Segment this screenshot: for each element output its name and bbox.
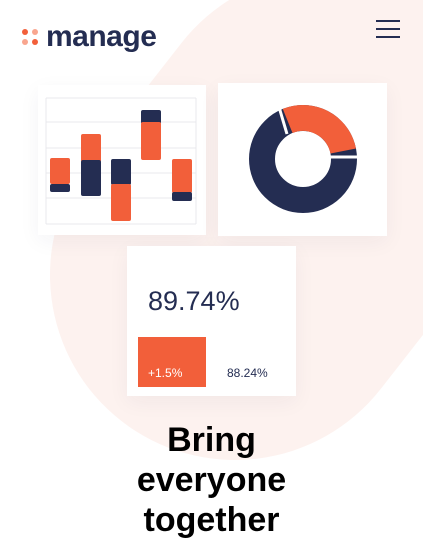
stat-main-value: 89.74%	[148, 286, 240, 316]
bar-1	[50, 158, 70, 192]
stat-secondary-value: 88.24%	[227, 366, 268, 380]
bar-5	[172, 159, 192, 201]
bar-4	[141, 110, 161, 160]
headline-line-1: Bring	[167, 421, 256, 459]
headline-line-2: everyone	[136, 461, 287, 499]
bar-chart	[45, 97, 197, 225]
donut-chart-card	[218, 83, 387, 236]
logo-dots-icon	[22, 29, 38, 45]
site-header: manage	[0, 0, 423, 80]
logo-text: manage	[46, 20, 157, 53]
logo[interactable]: manage	[22, 20, 157, 53]
stat-change-text: +1.5%	[148, 366, 183, 380]
hamburger-menu-icon[interactable]	[376, 20, 400, 38]
stat-change-badge	[138, 337, 206, 387]
hero-headline: Bring everyone together	[0, 420, 423, 540]
bar-3	[111, 159, 131, 221]
headline-line-3: together	[143, 501, 280, 539]
bar-2	[81, 134, 101, 196]
